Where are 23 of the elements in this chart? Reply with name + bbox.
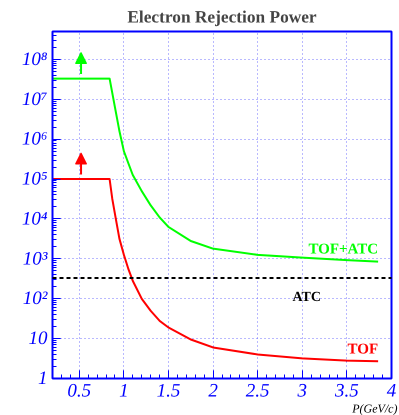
y-tick-label: 10⁸ [22, 48, 48, 70]
y-tick-label: 10² [22, 288, 48, 310]
series-label: TOF+ATC [308, 242, 378, 258]
x-axis-title: P(GeV/c) [351, 402, 398, 415]
line-series [52, 178, 380, 362]
y-tick-label: 10⁵ [22, 168, 48, 190]
x-tick-label: 1.5 [156, 380, 180, 402]
y-tick-label: 10⁶ [22, 128, 48, 150]
x-tick-label: 4 [386, 380, 397, 402]
x-tick-label: 1 [119, 380, 129, 402]
y-tick-label: 10⁷ [22, 88, 48, 110]
x-tick-label: 3.5 [334, 380, 359, 402]
x-tick-label: 2 [208, 380, 218, 402]
y-tick-label: 10⁴ [22, 208, 48, 230]
chart-title: Electron Rejection Power [127, 8, 317, 26]
y-tick-label: 10³ [22, 248, 48, 270]
y-tick-label: 10 [28, 328, 48, 350]
line-series [52, 78, 380, 263]
x-tick-label: 2.5 [246, 380, 270, 402]
ref-line-label: ATC [292, 290, 322, 306]
x-tick-label: 3 [296, 380, 308, 402]
x-tick-label: 0.5 [67, 380, 92, 402]
series-label: TOF [348, 341, 378, 358]
